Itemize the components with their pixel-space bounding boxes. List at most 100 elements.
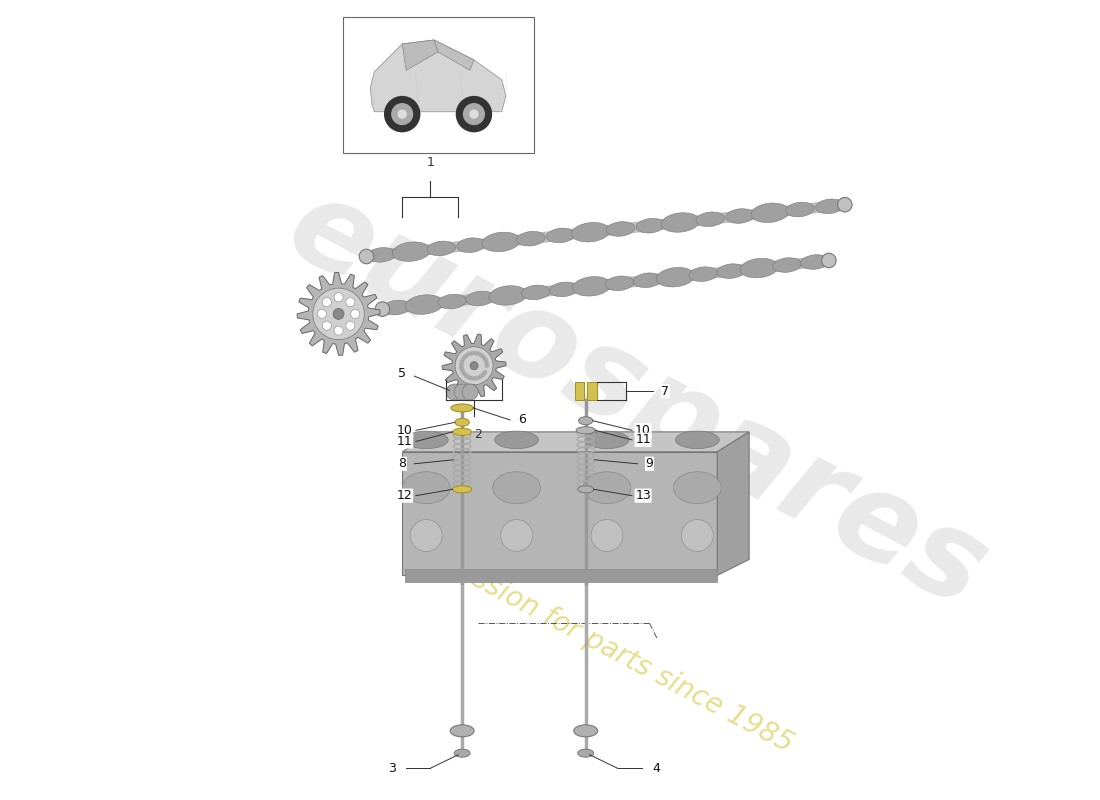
Text: 12: 12 [397, 489, 412, 502]
Circle shape [470, 376, 474, 381]
Text: 11: 11 [635, 434, 651, 446]
Circle shape [591, 519, 623, 551]
Ellipse shape [451, 404, 473, 412]
Circle shape [410, 519, 442, 551]
Text: 13: 13 [635, 489, 651, 502]
Ellipse shape [482, 232, 520, 252]
Ellipse shape [673, 472, 722, 504]
Ellipse shape [696, 212, 725, 226]
Polygon shape [403, 40, 438, 70]
Ellipse shape [605, 276, 634, 290]
Circle shape [398, 110, 406, 118]
Ellipse shape [450, 725, 474, 737]
Circle shape [462, 354, 468, 359]
Circle shape [484, 363, 490, 368]
Text: 9: 9 [646, 458, 653, 470]
Ellipse shape [547, 228, 575, 242]
Ellipse shape [579, 417, 593, 425]
Text: 5: 5 [398, 367, 406, 380]
Ellipse shape [454, 749, 470, 757]
Text: 7: 7 [661, 385, 670, 398]
Ellipse shape [636, 218, 664, 233]
Ellipse shape [572, 222, 609, 242]
Ellipse shape [785, 202, 814, 217]
Ellipse shape [455, 418, 470, 426]
Bar [405, 569, 717, 582]
Ellipse shape [452, 486, 472, 493]
Ellipse shape [578, 749, 594, 757]
Text: eurospares: eurospares [268, 167, 1006, 633]
Circle shape [455, 346, 493, 385]
Ellipse shape [576, 426, 595, 434]
Circle shape [459, 366, 464, 370]
Circle shape [459, 363, 464, 368]
Circle shape [333, 309, 344, 319]
Ellipse shape [801, 254, 829, 270]
Circle shape [468, 351, 472, 356]
Ellipse shape [521, 285, 550, 300]
Circle shape [470, 110, 477, 118]
Ellipse shape [717, 264, 746, 278]
Circle shape [483, 358, 487, 362]
Ellipse shape [393, 242, 430, 262]
Circle shape [482, 355, 486, 360]
Circle shape [500, 519, 532, 551]
Circle shape [447, 384, 462, 400]
Circle shape [470, 362, 478, 370]
Polygon shape [403, 452, 717, 575]
Polygon shape [297, 273, 379, 355]
Circle shape [476, 351, 481, 356]
Polygon shape [434, 40, 474, 70]
Polygon shape [442, 334, 506, 398]
Circle shape [464, 374, 469, 378]
Ellipse shape [815, 199, 844, 214]
Circle shape [480, 353, 484, 358]
Ellipse shape [585, 431, 629, 449]
Circle shape [478, 374, 483, 379]
Circle shape [322, 321, 331, 330]
Ellipse shape [573, 277, 610, 296]
Bar [342, 18, 534, 153]
Ellipse shape [517, 231, 546, 246]
Polygon shape [371, 40, 506, 112]
Circle shape [460, 360, 464, 365]
Circle shape [318, 310, 327, 318]
Circle shape [462, 384, 478, 400]
Ellipse shape [772, 258, 801, 272]
Ellipse shape [740, 258, 778, 278]
Circle shape [462, 371, 466, 376]
Circle shape [461, 357, 465, 362]
Ellipse shape [495, 431, 539, 449]
Ellipse shape [606, 222, 635, 236]
Circle shape [392, 104, 412, 125]
Circle shape [463, 104, 484, 125]
Circle shape [456, 97, 492, 132]
Circle shape [466, 375, 472, 380]
Ellipse shape [403, 472, 450, 504]
Ellipse shape [438, 294, 466, 309]
Ellipse shape [452, 428, 472, 435]
Ellipse shape [726, 209, 755, 223]
Circle shape [360, 250, 374, 264]
Circle shape [460, 369, 465, 374]
Ellipse shape [661, 213, 700, 232]
Text: 2: 2 [474, 428, 482, 441]
Ellipse shape [405, 431, 448, 449]
Polygon shape [403, 432, 749, 452]
Circle shape [334, 326, 343, 335]
Ellipse shape [583, 472, 631, 504]
Circle shape [375, 302, 389, 316]
Circle shape [837, 198, 852, 212]
Text: a passion for parts since 1985: a passion for parts since 1985 [414, 536, 798, 758]
Text: 3: 3 [388, 762, 396, 775]
Circle shape [481, 372, 485, 377]
Ellipse shape [675, 431, 719, 449]
Ellipse shape [689, 267, 717, 282]
Circle shape [334, 293, 343, 302]
Ellipse shape [578, 486, 594, 493]
Circle shape [475, 375, 481, 380]
Circle shape [483, 370, 487, 374]
Circle shape [484, 360, 488, 365]
Ellipse shape [427, 241, 455, 256]
Circle shape [822, 254, 836, 268]
